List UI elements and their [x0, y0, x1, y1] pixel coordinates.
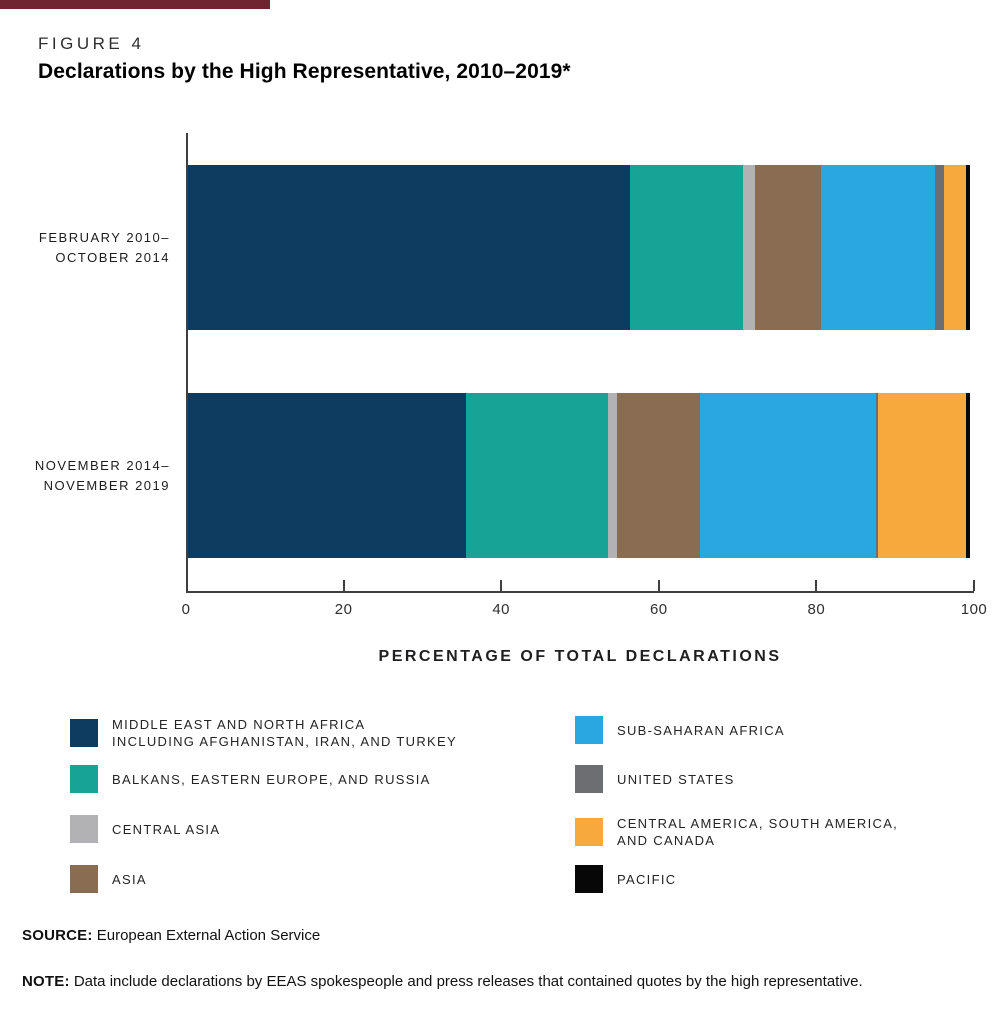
- legend-label: SUB-SAHARAN AFRICA: [617, 722, 785, 739]
- x-axis-baseline: [186, 591, 974, 593]
- tick-mark: [815, 580, 818, 591]
- legend-label-line: BALKANS, EASTERN EUROPE, AND RUSSIA: [112, 771, 431, 787]
- bar-segment: [944, 165, 967, 330]
- legend-row: UNITED STATES: [575, 765, 735, 793]
- legend-label-line: INCLUDING AFGHANISTAN, IRAN, AND TURKEY: [112, 734, 457, 749]
- brand-rule: [0, 0, 270, 9]
- bar-segment: [188, 165, 630, 330]
- legend-label-line: UNITED STATES: [617, 771, 735, 787]
- tick-label: 60: [649, 601, 668, 618]
- legend-label-line: MIDDLE EAST AND NORTH AFRICA: [112, 717, 366, 732]
- category-label-line: OCTOBER 2014: [55, 250, 170, 265]
- tick-label: 80: [807, 601, 826, 618]
- category-label-line: NOVEMBER 2019: [43, 478, 170, 493]
- note-line: NOTE: Data include declarations by EEAS …: [22, 973, 863, 990]
- legend-swatch: [70, 815, 98, 843]
- category-label-line: FEBRUARY 2010–: [38, 230, 170, 245]
- bar-segment: [188, 393, 466, 558]
- legend-label-line: CENTRAL ASIA: [112, 821, 221, 837]
- legend-label: BALKANS, EASTERN EUROPE, AND RUSSIA: [112, 771, 431, 788]
- legend-row: SUB-SAHARAN AFRICA: [575, 716, 785, 744]
- category-label-2010-2014: FEBRUARY 2010– OCTOBER 2014: [18, 228, 170, 268]
- tick-mark: [500, 580, 503, 591]
- bar-segment: [743, 165, 755, 330]
- legend-label: MIDDLE EAST AND NORTH AFRICA INCLUDING AF…: [112, 716, 457, 750]
- bar-segment: [629, 165, 744, 330]
- legend-swatch: [575, 765, 603, 793]
- chart-title: Declarations by the High Representative,…: [38, 60, 571, 83]
- source-text: European External Action Service: [92, 927, 321, 944]
- legend-row: BALKANS, EASTERN EUROPE, AND RUSSIA: [70, 765, 431, 793]
- bar-segment: [934, 165, 945, 330]
- legend-label: ASIA: [112, 871, 147, 888]
- bar-segment: [700, 393, 877, 558]
- legend-label: UNITED STATES: [617, 771, 735, 788]
- bar-segment: [616, 393, 701, 558]
- bar-segment: [876, 393, 878, 558]
- y-axis-spine: [186, 133, 188, 592]
- bar-segment: [754, 165, 822, 330]
- bar-segment: [877, 393, 967, 558]
- legend-label: CENTRAL AMERICA, SOUTH AMERICA, AND CANAD…: [617, 815, 898, 849]
- legend-swatch: [575, 716, 603, 744]
- legend-row: MIDDLE EAST AND NORTH AFRICA INCLUDING AF…: [70, 716, 457, 750]
- bar-segment: [607, 393, 617, 558]
- legend-label-line: SUB-SAHARAN AFRICA: [617, 722, 785, 738]
- bar-segment: [966, 165, 970, 330]
- legend-swatch: [575, 818, 603, 846]
- tick-mark: [657, 580, 660, 591]
- tick-label: 40: [492, 601, 511, 618]
- legend-swatch: [70, 719, 98, 747]
- legend-label-line: CENTRAL AMERICA, SOUTH AMERICA,: [617, 816, 899, 831]
- category-label-2014-2019: NOVEMBER 2014– NOVEMBER 2019: [18, 456, 170, 496]
- legend-label-line: PACIFIC: [617, 871, 677, 887]
- bar-segment: [966, 393, 970, 558]
- legend-swatch: [575, 865, 603, 893]
- x-axis-title: PERCENTAGE OF TOTAL DECLARATIONS: [378, 648, 782, 665]
- legend-row: CENTRAL AMERICA, SOUTH AMERICA, AND CANAD…: [575, 815, 898, 849]
- legend-label-line: AND CANADA: [617, 833, 716, 848]
- legend-label-line: ASIA: [112, 871, 147, 887]
- source-label: SOURCE:: [22, 927, 93, 944]
- note-text: Data include declarations by EEAS spokes…: [69, 973, 863, 990]
- stacked-bar-2014-2019: [188, 393, 970, 558]
- legend-row: CENTRAL ASIA: [70, 815, 220, 843]
- bar-segment: [465, 393, 608, 558]
- legend-swatch: [70, 765, 98, 793]
- legend-row: PACIFIC: [575, 865, 676, 893]
- stacked-bar-2010-2014: [188, 165, 970, 330]
- legend-label: CENTRAL ASIA: [112, 821, 220, 838]
- figure-number-label: FIGURE 4: [38, 34, 145, 53]
- legend-row: ASIA: [70, 865, 147, 893]
- tick-label: 20: [334, 601, 353, 618]
- note-label: NOTE:: [22, 973, 70, 990]
- legend-label: PACIFIC: [617, 871, 676, 888]
- legend-swatch: [70, 865, 98, 893]
- source-line: SOURCE: European External Action Service: [22, 927, 320, 944]
- tick-mark: [973, 580, 975, 591]
- tick-label: 0: [181, 601, 191, 618]
- tick-label: 100: [960, 601, 988, 618]
- category-label-line: NOVEMBER 2014–: [34, 458, 170, 473]
- bar-segment: [821, 165, 935, 330]
- tick-mark: [342, 580, 345, 591]
